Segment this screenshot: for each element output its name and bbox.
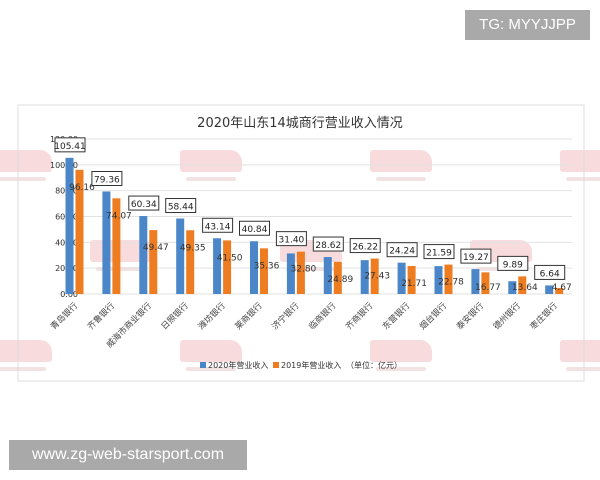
label-box-2020 bbox=[534, 264, 566, 280]
label-box-2020 bbox=[312, 236, 344, 252]
telegram-badge: TG: MYYJJPP bbox=[465, 10, 590, 40]
legend-swatch-2019 bbox=[273, 362, 279, 368]
chart-frame bbox=[17, 104, 585, 382]
data-label-2020: 9.89 bbox=[503, 260, 523, 270]
x-tick-label: 齐鲁银行 bbox=[85, 300, 117, 332]
label-box-2020 bbox=[386, 242, 418, 258]
bar-2020 bbox=[65, 157, 74, 294]
label-box-2020 bbox=[91, 170, 123, 186]
bar-2020 bbox=[508, 281, 517, 294]
x-tick-label: 莱商银行 bbox=[233, 300, 265, 332]
data-label-2019: 32.80 bbox=[291, 265, 317, 275]
x-tick-label: 烟台银行 bbox=[417, 300, 449, 332]
x-tick-label: 枣庄银行 bbox=[528, 300, 560, 332]
data-label-2019: 21.71 bbox=[401, 279, 427, 289]
bar-2020 bbox=[471, 269, 480, 294]
data-label-2019: 49.35 bbox=[180, 243, 206, 253]
data-label-2019: 96.16 bbox=[69, 183, 95, 193]
data-label-2019: 35.36 bbox=[254, 261, 280, 271]
data-label-2019: 22.78 bbox=[438, 278, 464, 288]
label-box-2020 bbox=[423, 244, 455, 260]
x-tick-label: 潍坊银行 bbox=[196, 300, 228, 332]
data-label-2020: 40.84 bbox=[242, 225, 268, 235]
x-tick-label: 德州银行 bbox=[491, 300, 523, 332]
data-label-2020: 24.24 bbox=[389, 247, 415, 257]
data-label-2020: 21.59 bbox=[426, 249, 452, 259]
url-banner[interactable]: www.zg-web-starsport.com bbox=[9, 440, 247, 470]
data-label-2019: 74.07 bbox=[106, 211, 132, 221]
x-tick-label: 齐商银行 bbox=[343, 300, 375, 332]
bar-2019 bbox=[186, 230, 195, 294]
data-label-2020: 105.41 bbox=[54, 142, 86, 152]
bar-2020 bbox=[102, 191, 111, 294]
bar-2020 bbox=[323, 257, 332, 294]
unit-note: （单位：亿元） bbox=[346, 360, 402, 370]
y-tick-label: 0.00 bbox=[60, 290, 78, 299]
bar-2019 bbox=[112, 198, 121, 294]
bar-2020 bbox=[176, 218, 185, 294]
data-label-2019: 4.67 bbox=[552, 283, 572, 293]
bar-2019 bbox=[333, 261, 342, 294]
label-box-2020 bbox=[165, 198, 197, 214]
bar-2019 bbox=[555, 287, 564, 294]
bar-2020 bbox=[397, 262, 406, 294]
data-label-2019: 24.89 bbox=[327, 275, 353, 285]
label-box-2020 bbox=[349, 238, 381, 254]
label-box-2020 bbox=[239, 220, 270, 236]
bar-2019 bbox=[223, 240, 232, 294]
bar-2020 bbox=[250, 241, 258, 294]
bar-2020 bbox=[139, 216, 148, 294]
legend-label-2019: 2019年营业收入 bbox=[281, 360, 341, 370]
x-tick-label: 日照银行 bbox=[159, 300, 191, 332]
bar-2019 bbox=[407, 265, 416, 294]
data-label-2019: 13.64 bbox=[512, 283, 538, 293]
bar-2020 bbox=[434, 266, 443, 294]
bar-2019 bbox=[518, 276, 527, 294]
chart-title: 2020年山东14城商行营业收入情况 bbox=[197, 116, 403, 131]
label-box-2020 bbox=[275, 231, 307, 247]
y-tick-label: 100.00 bbox=[50, 161, 78, 170]
data-label-2020: 43.14 bbox=[205, 222, 231, 232]
data-label-2020: 28.62 bbox=[315, 241, 341, 251]
legend-swatch-2020 bbox=[200, 362, 206, 368]
label-box-2020 bbox=[460, 248, 492, 264]
bar-2020 bbox=[213, 238, 222, 294]
legend-label-2020: 2020年营业收入 bbox=[208, 360, 268, 370]
data-label-2020: 26.22 bbox=[352, 243, 378, 253]
bar-2020 bbox=[545, 285, 554, 294]
data-label-2019: 41.50 bbox=[217, 253, 243, 263]
data-label-2020: 31.40 bbox=[279, 236, 305, 246]
bar-2019 bbox=[296, 251, 305, 294]
label-box-2020 bbox=[202, 217, 234, 233]
data-label-2020: 58.44 bbox=[168, 203, 194, 213]
x-tick-label: 泰安银行 bbox=[454, 300, 486, 332]
data-label-2020: 19.27 bbox=[463, 253, 489, 263]
bar-2020 bbox=[360, 260, 369, 294]
data-label-2020: 6.64 bbox=[540, 269, 560, 279]
label-box-2020 bbox=[497, 255, 529, 271]
label-box-2020 bbox=[54, 137, 86, 153]
bar-2019 bbox=[370, 258, 379, 294]
bar-2020 bbox=[286, 253, 295, 294]
x-tick-label: 青岛银行 bbox=[48, 300, 80, 332]
bar-2019 bbox=[149, 230, 158, 294]
data-label-2020: 79.36 bbox=[94, 175, 120, 185]
bar-2019 bbox=[444, 264, 453, 294]
bar-2019 bbox=[260, 248, 268, 294]
data-label-2019: 49.47 bbox=[143, 243, 169, 253]
bar-2019 bbox=[481, 272, 490, 294]
label-box-2020 bbox=[128, 195, 160, 211]
bar-2019 bbox=[75, 169, 84, 294]
x-tick-label: 临商银行 bbox=[307, 300, 339, 332]
data-label-2019: 16.77 bbox=[475, 283, 501, 293]
x-tick-label: 东营银行 bbox=[380, 300, 412, 332]
x-tick-label: 济宁银行 bbox=[270, 300, 302, 332]
data-label-2019: 27.43 bbox=[364, 272, 390, 282]
data-label-2020: 60.34 bbox=[131, 200, 157, 210]
